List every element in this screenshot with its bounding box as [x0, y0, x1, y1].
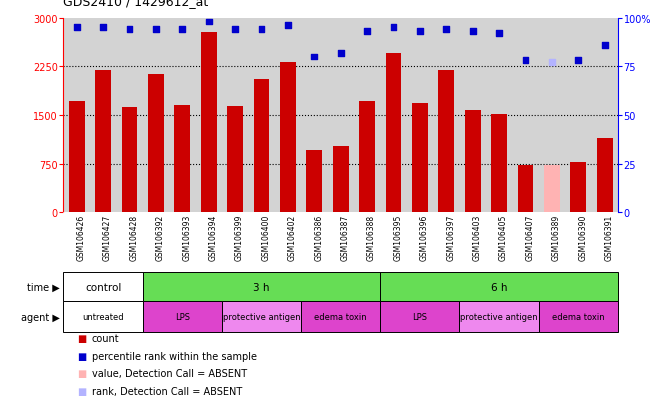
Point	[468, 29, 478, 36]
Point	[230, 27, 240, 33]
Bar	[518, 166, 534, 213]
Bar	[174, 105, 190, 213]
Bar	[359, 102, 375, 213]
Bar	[412, 104, 428, 213]
Point	[124, 27, 135, 33]
Text: count: count	[92, 334, 119, 344]
Bar	[227, 107, 243, 213]
Text: GSM106428: GSM106428	[130, 214, 138, 261]
Text: edema toxin: edema toxin	[552, 313, 605, 321]
Point	[546, 60, 557, 66]
Bar	[460, 301, 538, 332]
Text: GSM106388: GSM106388	[367, 214, 376, 261]
Text: GSM106405: GSM106405	[499, 214, 508, 261]
Point	[177, 27, 188, 33]
Text: 3 h: 3 h	[253, 282, 270, 292]
Text: GSM106399: GSM106399	[235, 214, 244, 261]
Text: GSM106402: GSM106402	[288, 214, 297, 261]
Bar	[538, 301, 618, 332]
Point	[283, 23, 293, 30]
Bar	[63, 273, 143, 301]
Point	[362, 29, 373, 36]
Text: control: control	[85, 282, 122, 292]
Text: GSM106403: GSM106403	[473, 214, 482, 261]
Bar	[254, 80, 269, 213]
Point	[71, 25, 82, 32]
Point	[309, 54, 319, 61]
Bar	[63, 301, 143, 332]
Bar	[95, 71, 111, 213]
Bar	[597, 139, 613, 213]
Text: GSM106393: GSM106393	[182, 214, 191, 261]
Text: GSM106386: GSM106386	[314, 214, 323, 261]
Text: GSM106395: GSM106395	[393, 214, 403, 261]
Bar	[69, 102, 85, 213]
Text: GSM106426: GSM106426	[77, 214, 86, 261]
Text: GSM106387: GSM106387	[341, 214, 349, 261]
Text: rank, Detection Call = ABSENT: rank, Detection Call = ABSENT	[92, 386, 242, 396]
Point	[520, 58, 531, 64]
Text: 6 h: 6 h	[491, 282, 507, 292]
Bar	[380, 301, 460, 332]
Text: GSM106400: GSM106400	[261, 214, 271, 261]
Text: time ▶: time ▶	[27, 282, 60, 292]
Bar	[301, 301, 380, 332]
Point	[150, 27, 161, 33]
Bar	[222, 301, 301, 332]
Text: GSM106427: GSM106427	[103, 214, 112, 261]
Bar	[380, 273, 618, 301]
Point	[573, 58, 584, 64]
Bar	[544, 166, 560, 213]
Text: GSM106397: GSM106397	[446, 214, 456, 261]
Text: LPS: LPS	[412, 313, 428, 321]
Text: percentile rank within the sample: percentile rank within the sample	[92, 351, 257, 361]
Bar	[143, 301, 222, 332]
Point	[415, 29, 426, 36]
Text: GSM106394: GSM106394	[208, 214, 218, 261]
Text: ■: ■	[77, 368, 86, 378]
Text: LPS: LPS	[175, 313, 190, 321]
Bar	[307, 151, 322, 213]
Text: GSM106389: GSM106389	[552, 214, 561, 261]
Text: protective antigen: protective antigen	[222, 313, 301, 321]
Point	[335, 50, 346, 57]
Point	[256, 27, 267, 33]
Point	[388, 25, 399, 32]
Point	[98, 25, 108, 32]
Text: GSM106396: GSM106396	[420, 214, 429, 261]
Text: ■: ■	[77, 386, 86, 396]
Bar	[280, 63, 296, 213]
Text: agent ▶: agent ▶	[21, 312, 60, 322]
Point	[203, 19, 214, 26]
Text: GSM106391: GSM106391	[605, 214, 614, 261]
Text: ■: ■	[77, 351, 86, 361]
Text: edema toxin: edema toxin	[315, 313, 367, 321]
Bar	[385, 54, 401, 213]
Bar	[122, 108, 138, 213]
Text: GDS2410 / 1429612_at: GDS2410 / 1429612_at	[63, 0, 208, 8]
Bar	[148, 75, 164, 213]
Text: value, Detection Call = ABSENT: value, Detection Call = ABSENT	[92, 368, 246, 378]
Text: GSM106390: GSM106390	[578, 214, 587, 261]
Bar	[438, 70, 454, 213]
Bar	[143, 273, 380, 301]
Bar	[465, 110, 480, 213]
Text: untreated: untreated	[82, 313, 124, 321]
Text: GSM106392: GSM106392	[156, 214, 165, 261]
Text: GSM106407: GSM106407	[526, 214, 534, 261]
Text: protective antigen: protective antigen	[460, 313, 538, 321]
Bar	[570, 163, 587, 213]
Bar	[491, 115, 507, 213]
Point	[441, 27, 452, 33]
Bar	[333, 147, 349, 213]
Text: ■: ■	[77, 334, 86, 344]
Point	[494, 31, 504, 38]
Point	[599, 43, 610, 49]
Bar	[201, 33, 216, 213]
